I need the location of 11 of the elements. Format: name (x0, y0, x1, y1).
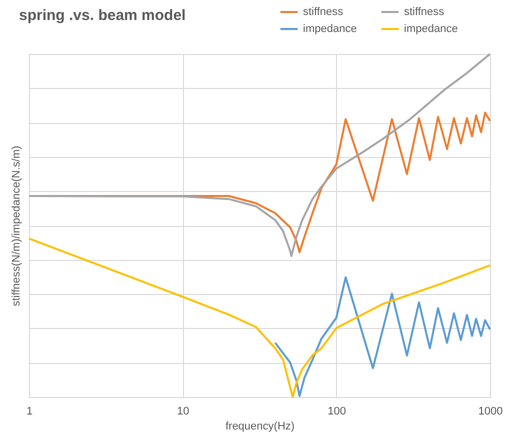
x-axis-title: frequency(Hz) (225, 420, 295, 432)
x-tick-label: 1 (26, 406, 33, 418)
legend-label: stiffness (303, 6, 344, 18)
legend-label: impedance (303, 23, 357, 35)
y-axis-title: stiffness(N/m)/impedance(N.s/m) (10, 146, 22, 306)
x-tick-label: 100 (328, 406, 346, 418)
x-tick-label: 1000 (478, 406, 503, 418)
legend-label: stiffness (404, 6, 445, 18)
chart-title: spring .vs. beam model (19, 7, 186, 24)
legend-label: impedance (404, 23, 458, 35)
x-tick-label: 10 (177, 406, 190, 418)
